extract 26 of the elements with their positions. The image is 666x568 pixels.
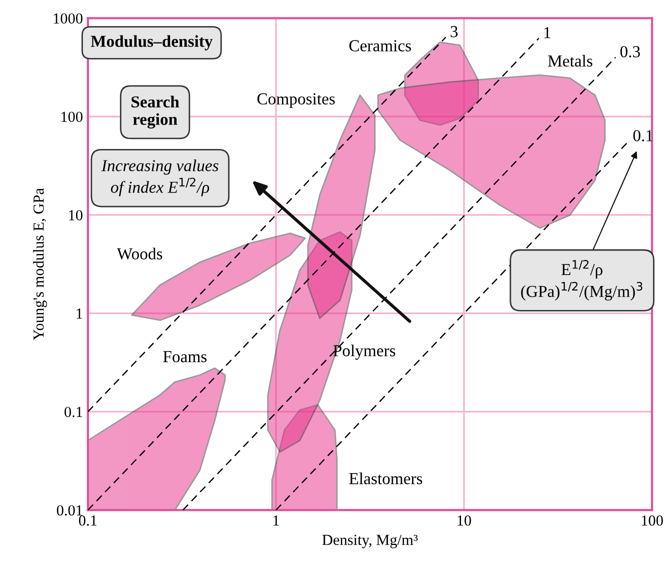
series-label: Elastomers — [349, 472, 422, 484]
series-label: Woods — [116, 248, 162, 260]
x-tick-label: 100 — [642, 515, 663, 526]
series-label: 0.3 — [620, 46, 640, 58]
series-label: Ceramics — [349, 40, 411, 52]
y-tick-label: 1 — [76, 308, 82, 319]
x-tick-label: 1 — [273, 515, 279, 526]
annotation: Modulus–density — [90, 35, 213, 50]
y-tick-label: 1000 — [54, 13, 82, 24]
series-label: Metals — [548, 54, 592, 67]
series-label: Polymers — [333, 344, 396, 360]
y-axis-title: Young's modulus E, GPa — [33, 188, 47, 340]
annotation: Search region — [132, 96, 180, 128]
series-label: 3 — [450, 26, 458, 38]
x-tick-label: 10 — [458, 515, 472, 526]
text: E$^{1/2}$/ρ (GPa)$^{1/2}$/(Mg/m)$^{3}$ — [521, 260, 642, 301]
series-label: 1 — [544, 27, 550, 38]
y-tick-label: 0.01 — [56, 505, 82, 516]
x-axis-title: Density, Mg/m³ — [322, 534, 418, 548]
y-tick-label: 10 — [69, 210, 82, 220]
y-tick-label: 100 — [61, 112, 82, 122]
series-label: Foams — [163, 351, 207, 362]
annotation: Increasing values of index E$^{1/2}$/ρ — [101, 160, 218, 196]
x-tick-label: 0.1 — [78, 515, 97, 526]
y-tick-label: 0.1 — [64, 406, 82, 418]
series-label: Composites — [257, 93, 335, 108]
